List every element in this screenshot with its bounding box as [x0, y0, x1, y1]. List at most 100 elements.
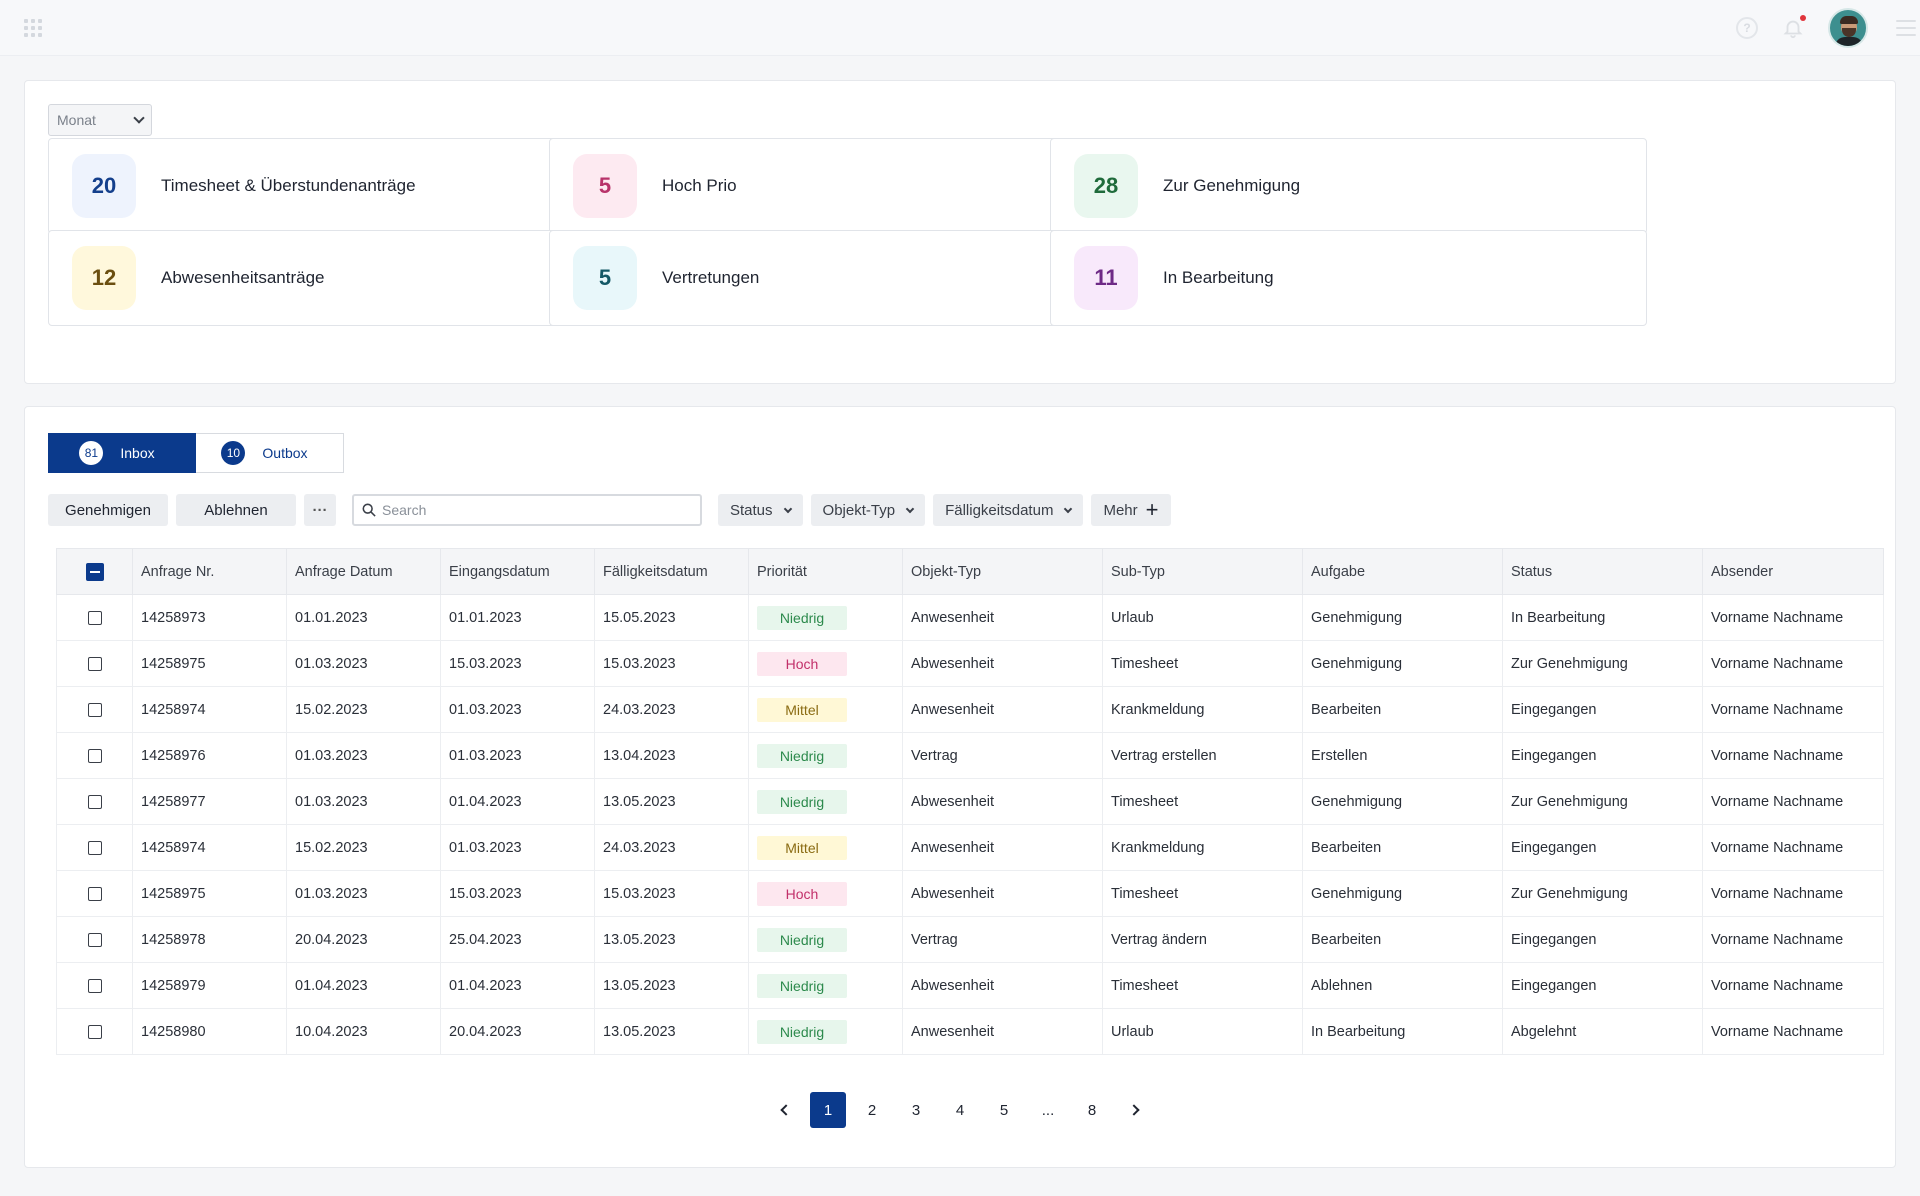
page-button[interactable]: 3 [911, 1101, 921, 1119]
row-checkbox[interactable] [87, 1024, 102, 1039]
status-filter[interactable]: Status [718, 494, 803, 526]
priority-badge: Mittel [757, 835, 847, 860]
reject-button[interactable]: Ablehnen [176, 494, 296, 526]
table-cell: Mittel [748, 824, 903, 871]
period-select[interactable]: Monat [48, 104, 152, 136]
apps-grid-icon[interactable] [24, 19, 42, 37]
table-cell: Abwesenheit [902, 962, 1103, 1009]
row-checkbox-cell[interactable] [56, 640, 133, 687]
row-checkbox[interactable] [87, 748, 102, 763]
column-header[interactable]: Eingangsdatum [440, 548, 595, 595]
kpi-card[interactable]: 28 Zur Genehmigung [1050, 138, 1647, 234]
row-checkbox[interactable] [87, 886, 102, 901]
column-header[interactable]: Priorität [748, 548, 903, 595]
column-header[interactable]: Objekt-Typ [902, 548, 1103, 595]
table-row[interactable]: 14258979 01.04.2023 01.04.2023 13.05.2023 Ni… [56, 962, 1884, 1009]
row-checkbox[interactable] [87, 702, 102, 717]
column-header[interactable]: Fälligkeitsdatum [594, 548, 749, 595]
row-checkbox[interactable] [87, 978, 102, 993]
kpi-card[interactable]: 12 Abwesenheitsanträge [48, 230, 645, 326]
table-cell: Eingegangen [1502, 686, 1703, 733]
table-row[interactable]: 14258975 01.03.2023 15.03.2023 15.03.2023 Ho… [56, 870, 1884, 917]
table-cell: Timesheet [1102, 962, 1303, 1009]
table-cell: In Bearbeitung [1502, 594, 1703, 641]
column-header[interactable]: Absender [1702, 548, 1884, 595]
table-cell: Vertrag [902, 732, 1103, 779]
search-input[interactable] [382, 502, 682, 518]
page-button[interactable]: 5 [999, 1101, 1009, 1119]
next-page-button[interactable] [1118, 1092, 1154, 1128]
more-actions-button[interactable]: ··· [304, 494, 336, 526]
row-checkbox-cell[interactable] [56, 686, 133, 733]
table-row[interactable]: 14258978 20.04.2023 25.04.2023 13.05.2023 Ni… [56, 916, 1884, 963]
table-cell: 14258976 [132, 732, 287, 779]
priority-badge: Hoch [757, 651, 847, 676]
kpi-card[interactable]: 20 Timesheet & Überstundenanträge [48, 138, 645, 234]
kpi-card[interactable]: 11 In Bearbeitung [1050, 230, 1647, 326]
table-cell: Timesheet [1102, 778, 1303, 825]
table-cell: 13.05.2023 [594, 962, 749, 1009]
select-all-checkbox-cell[interactable] [56, 548, 133, 595]
column-header[interactable]: Aufgabe [1302, 548, 1503, 595]
table-row[interactable]: 14258975 01.03.2023 15.03.2023 15.03.2023 Ho… [56, 640, 1884, 687]
row-checkbox[interactable] [87, 794, 102, 809]
row-checkbox-cell[interactable] [56, 916, 133, 963]
table-cell: Zur Genehmigung [1502, 778, 1703, 825]
table-cell: In Bearbeitung [1302, 1008, 1503, 1055]
bell-icon[interactable] [1782, 15, 1806, 39]
tab-outbox[interactable]: 10 Outbox [196, 433, 344, 473]
row-checkbox-cell[interactable] [56, 962, 133, 1009]
kpi-card[interactable]: 5 Vertretungen [549, 230, 1146, 326]
column-header[interactable]: Status [1502, 548, 1703, 595]
avatar[interactable] [1828, 8, 1868, 48]
row-checkbox-cell[interactable] [56, 870, 133, 917]
object-type-filter[interactable]: Objekt-Typ [810, 494, 926, 526]
row-checkbox-cell[interactable] [56, 778, 133, 825]
previous-page-button[interactable] [766, 1092, 802, 1128]
row-checkbox[interactable] [87, 656, 102, 671]
table-row[interactable]: 14258974 15.02.2023 01.03.2023 24.03.2023 Mi… [56, 824, 1884, 871]
row-checkbox-cell[interactable] [56, 594, 133, 641]
row-checkbox[interactable] [87, 840, 102, 855]
page-button[interactable]: 4 [955, 1101, 965, 1119]
row-checkbox-cell[interactable] [56, 732, 133, 779]
table-cell: Eingegangen [1502, 962, 1703, 1009]
table-cell: Genehmigung [1302, 594, 1503, 641]
row-checkbox-cell[interactable] [56, 824, 133, 871]
table-row[interactable]: 14258977 01.03.2023 01.04.2023 13.05.2023 Ni… [56, 778, 1884, 825]
approve-button[interactable]: Genehmigen [48, 494, 168, 526]
table-cell: Anwesenheit [902, 824, 1103, 871]
page-button[interactable]: 8 [1087, 1101, 1097, 1119]
tab-inbox[interactable]: 81 Inbox [48, 433, 196, 473]
help-icon[interactable]: ? [1736, 17, 1758, 39]
row-checkbox-cell[interactable] [56, 1008, 133, 1055]
table-cell: 14258975 [132, 870, 287, 917]
table-cell: 20.04.2023 [286, 916, 441, 963]
table-row[interactable]: 14258976 01.03.2023 01.03.2023 13.04.2023 Ni… [56, 732, 1884, 779]
table-row[interactable]: 14258974 15.02.2023 01.03.2023 24.03.2023 Mi… [56, 686, 1884, 733]
row-checkbox[interactable] [87, 610, 102, 625]
search-field[interactable] [352, 494, 702, 526]
column-header[interactable]: Sub-Typ [1102, 548, 1303, 595]
table-row[interactable]: 14258980 10.04.2023 20.04.2023 13.05.2023 Ni… [56, 1008, 1884, 1055]
table-cell: 01.04.2023 [440, 778, 595, 825]
priority-badge: Niedrig [757, 743, 847, 768]
column-header[interactable]: Anfrage Datum [286, 548, 441, 595]
column-header[interactable]: Anfrage Nr. [132, 548, 287, 595]
page-button[interactable]: 1 [810, 1092, 846, 1128]
more-filters-button[interactable]: Mehr + [1091, 494, 1171, 526]
table-cell: Timesheet [1102, 640, 1303, 687]
table-cell: 14258979 [132, 962, 287, 1009]
row-checkbox[interactable] [87, 932, 102, 947]
kpi-card[interactable]: 5 Hoch Prio [549, 138, 1146, 234]
table-row[interactable]: 14258973 01.01.2023 01.01.2023 15.05.2023 Ni… [56, 594, 1884, 641]
menu-icon[interactable] [1896, 20, 1916, 36]
due-date-filter-label: Fälligkeitsdatum [945, 501, 1054, 519]
due-date-filter[interactable]: Fälligkeitsdatum [933, 494, 1084, 526]
select-all-checkbox[interactable] [85, 562, 104, 581]
kpi-count: 12 [72, 246, 136, 310]
page-button[interactable]: 2 [867, 1101, 877, 1119]
table-cell: Vorname Nachname [1702, 1008, 1884, 1055]
table-cell: Hoch [748, 640, 903, 687]
table-cell: 01.03.2023 [440, 824, 595, 871]
